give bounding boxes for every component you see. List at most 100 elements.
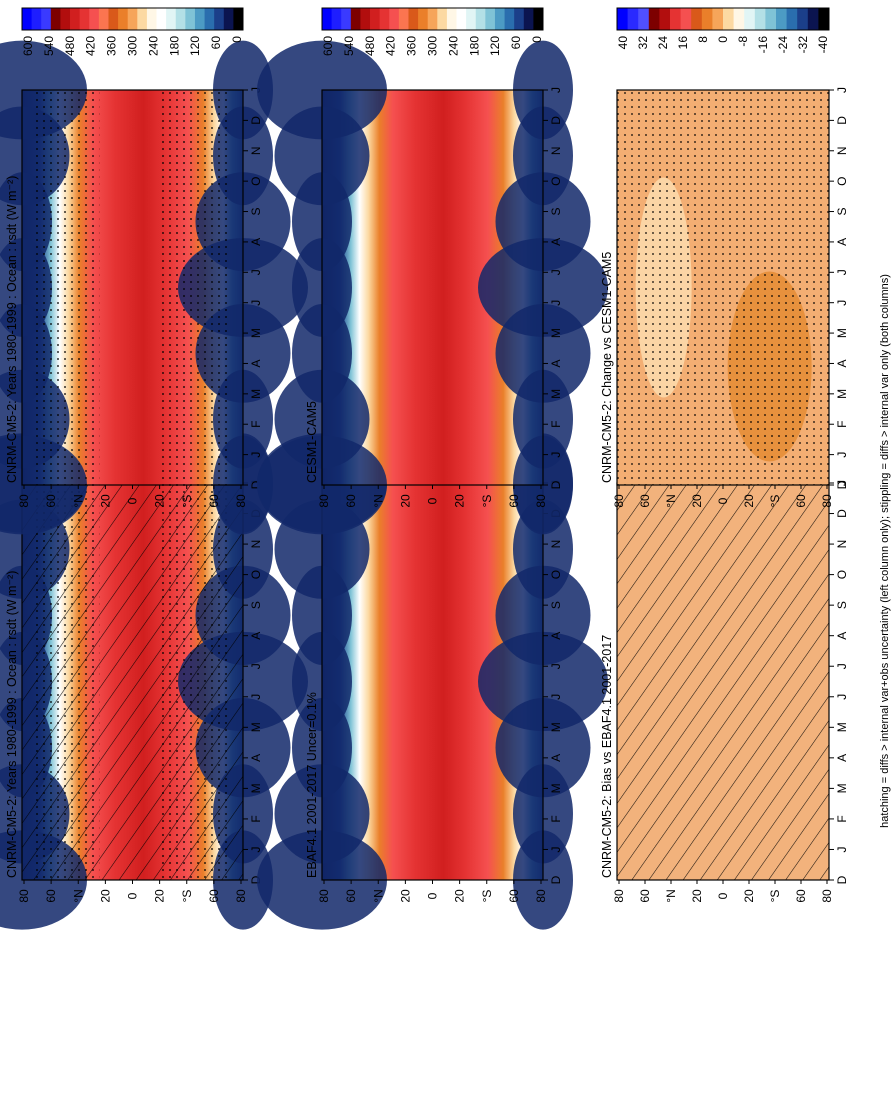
lat-tick-label: 60 — [794, 494, 808, 508]
month-tick-label: A — [835, 359, 849, 367]
colorbar-swatch — [341, 8, 352, 30]
month-tick-label: N — [249, 146, 263, 155]
colorbar-swatch — [156, 8, 167, 30]
lat-tick-label: °S — [768, 890, 782, 903]
colorbar-tick-label: 120 — [488, 36, 502, 56]
colorbar-tick-label: 540 — [342, 36, 356, 56]
panel-title: CNRM-CM5-2: Years 1980-1999 : Ocean : rs… — [5, 176, 19, 483]
colorbar-swatch — [331, 8, 342, 30]
month-tick-label: J — [835, 480, 849, 486]
colorbar-tick-label: 0 — [530, 36, 544, 43]
lat-tick-label: 0 — [426, 892, 440, 899]
colorbar-swatch — [127, 8, 138, 30]
lat-tick-label: 20 — [453, 494, 467, 508]
lat-tick-label: 80 — [820, 889, 834, 903]
stippling-overlay — [33, 90, 100, 485]
colorbar-swatch — [627, 8, 639, 30]
month-tick-label: M — [549, 783, 563, 793]
colorbar-swatch — [701, 8, 713, 30]
lat-tick-label: 60 — [507, 494, 521, 508]
colorbar-swatch — [389, 8, 400, 30]
month-tick-label: S — [835, 208, 849, 216]
colorbar-tick-label: 0 — [716, 36, 730, 43]
month-tick-label: D — [549, 116, 563, 125]
colorbar-swatch — [185, 8, 196, 30]
month-tick-label: J — [835, 663, 849, 669]
month-tick-label: J — [549, 452, 563, 458]
month-tick-label: S — [249, 208, 263, 216]
panel-title: CNRM-CM5-2: Bias vs EBAF4.1 2001-2017 — [600, 635, 614, 878]
month-tick-label: M — [549, 328, 563, 338]
stippling-overlay — [617, 90, 829, 485]
colorbar-tick-label: 0 — [230, 36, 244, 43]
colorbar-swatch — [691, 8, 703, 30]
month-tick-label: J — [249, 452, 263, 458]
month-tick-label: M — [249, 389, 263, 399]
month-tick-label: N — [835, 146, 849, 155]
colorbar-tick-label: -8 — [736, 36, 750, 47]
colorbar-swatch — [466, 8, 477, 30]
panel-title: CNRM-CM5-2: Change vs CESM1-CAM5 — [600, 252, 614, 483]
colorbar-tick-label: 180 — [167, 36, 181, 56]
colorbar-swatch — [223, 8, 234, 30]
lat-tick-label: 0 — [716, 497, 730, 504]
lat-tick-label: 60 — [638, 889, 652, 903]
colorbar-tick-label: 32 — [636, 36, 650, 50]
lat-tick-label: 60 — [44, 494, 58, 508]
lat-tick-label: 60 — [507, 889, 521, 903]
month-tick-label: A — [249, 632, 263, 640]
colorbar-tick-label: 24 — [656, 36, 670, 50]
month-tick-label: F — [549, 815, 563, 822]
colorbar-swatch — [670, 8, 681, 30]
lat-tick-label: 20 — [690, 494, 704, 508]
colorbar-swatch — [41, 8, 52, 30]
lat-tick-label: 20 — [690, 889, 704, 903]
lat-tick-label: °S — [180, 890, 194, 903]
month-tick-label: J — [249, 87, 263, 93]
panel-title: EBAF4.1 2001-2017 Uncer=0.1% — [305, 692, 319, 878]
colorbar-frame — [616, 7, 830, 31]
month-tick-label: M — [835, 328, 849, 338]
month-tick-label: O — [549, 570, 563, 579]
month-tick-label: J — [835, 694, 849, 700]
month-tick-label: D — [249, 116, 263, 125]
lat-tick-label: 60 — [344, 494, 358, 508]
month-tick-label: J — [249, 300, 263, 306]
colorbar-tick-label: -40 — [816, 36, 830, 54]
lat-tick-label: 60 — [794, 889, 808, 903]
lat-tick-label: °N — [371, 494, 385, 507]
colorbar-tick-label: 240 — [146, 36, 160, 56]
month-tick-label: J — [249, 663, 263, 669]
colorbar-swatch — [504, 8, 515, 30]
lat-tick-label: 80 — [317, 889, 331, 903]
colorbar-swatch — [398, 8, 409, 30]
colorbar-tick-label: 540 — [42, 36, 56, 56]
month-tick-label: J — [835, 269, 849, 275]
lat-tick-label: 60 — [344, 889, 358, 903]
lat-tick-label: 80 — [534, 889, 548, 903]
colorbar-tick-label: 360 — [105, 36, 119, 56]
lat-tick-label: 20 — [453, 889, 467, 903]
lat-tick-label: 0 — [126, 497, 140, 504]
lat-tick-label: 60 — [44, 889, 58, 903]
month-tick-label: J — [549, 269, 563, 275]
colorbar-frame — [21, 7, 244, 31]
month-tick-label: O — [549, 176, 563, 185]
lat-tick-label: 80 — [17, 494, 31, 508]
lat-tick-label: 0 — [426, 497, 440, 504]
lat-tick-label: 20 — [153, 889, 167, 903]
colorbar-tick-label: 480 — [63, 36, 77, 56]
colorbar-tick-label: 300 — [126, 36, 140, 56]
footnote: hatching = diffs > internal var+obs unce… — [879, 274, 891, 828]
lat-tick-label: °N — [664, 494, 678, 507]
month-tick-label: A — [249, 238, 263, 246]
month-tick-label: M — [549, 722, 563, 732]
month-tick-label: O — [835, 176, 849, 185]
colorbar-swatch — [98, 8, 109, 30]
hatching-overlay — [617, 483, 829, 880]
month-tick-label: N — [549, 540, 563, 549]
month-tick-label: O — [249, 176, 263, 185]
colorbar-swatch — [50, 8, 61, 30]
panel-title: CNRM-CM5-2: Years 1980-1999 : Ocean : rs… — [5, 571, 19, 878]
colorbar-swatch — [108, 8, 119, 30]
